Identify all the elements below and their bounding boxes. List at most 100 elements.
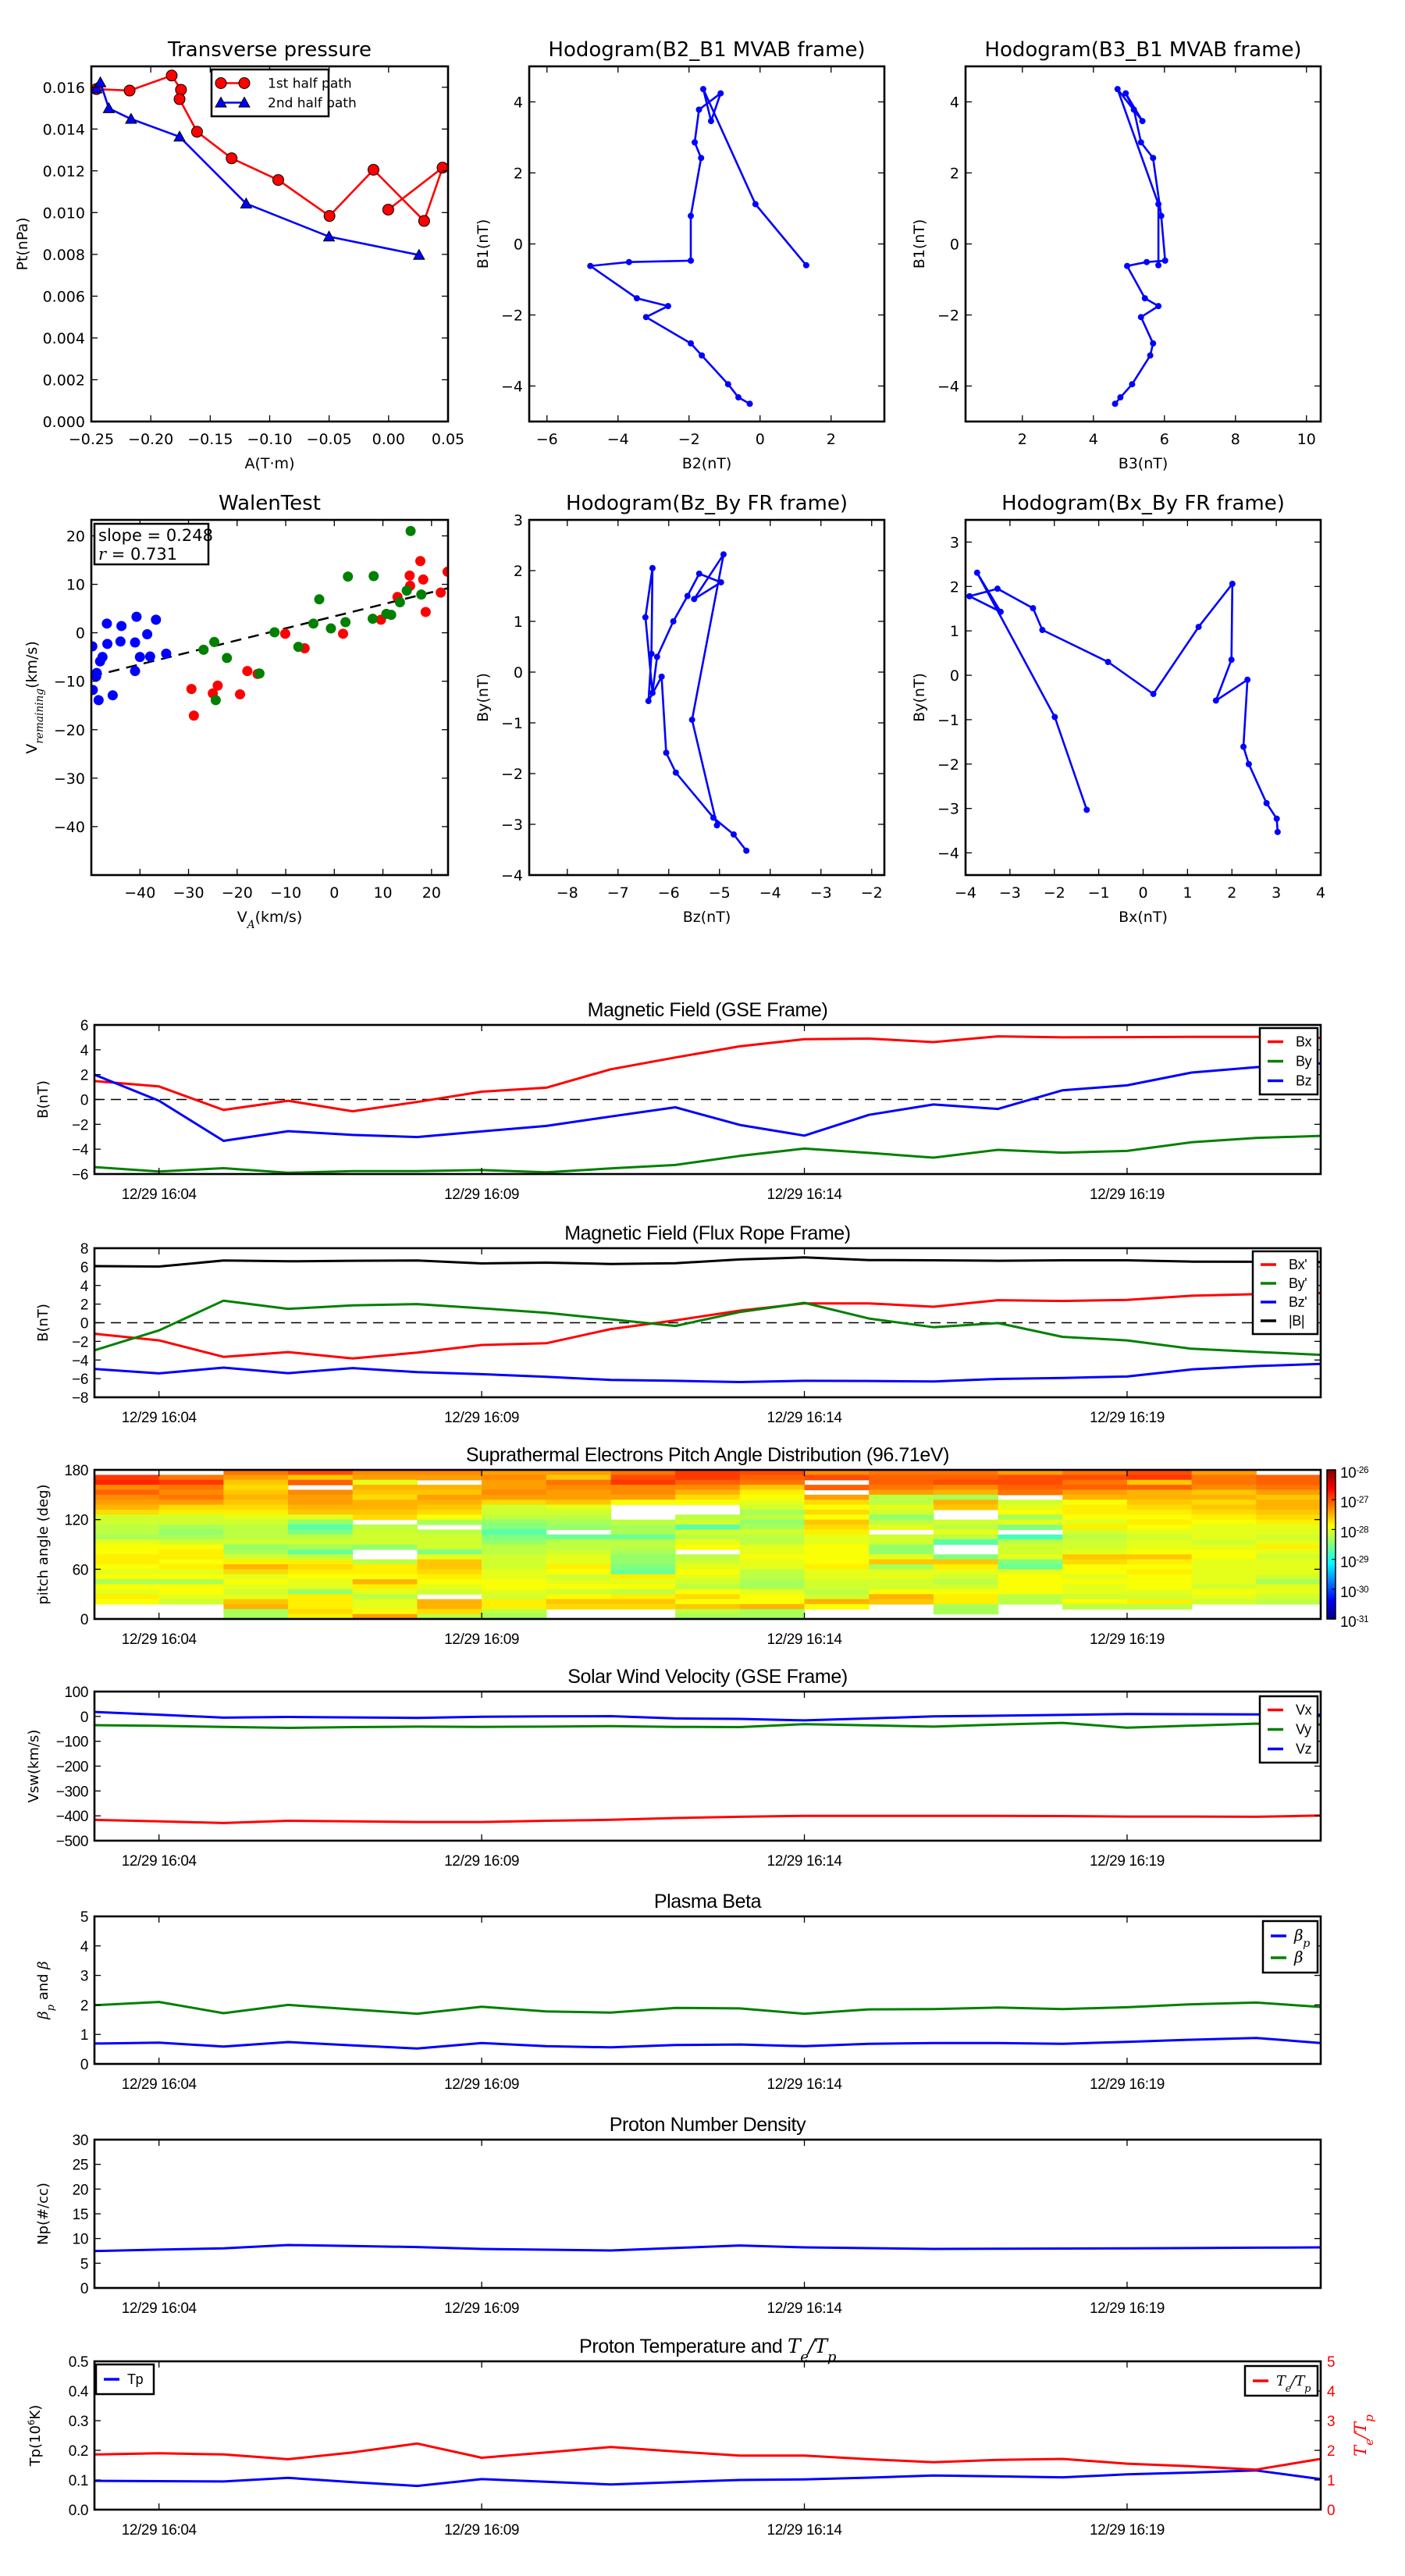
y-tick-label: −2	[72, 1117, 88, 1133]
chart-title-segment: T	[788, 2335, 802, 2357]
heatmap-cell	[546, 1603, 612, 1610]
y-tick-label: 0	[514, 664, 523, 681]
heatmap-cell	[933, 1574, 999, 1580]
heatmap-cell	[223, 1544, 289, 1550]
annotation-line: slope = 0.248	[98, 526, 213, 545]
heatmap-cell	[998, 1534, 1063, 1540]
heatmap-cell	[482, 1589, 547, 1595]
heatmap-cell	[869, 1534, 934, 1540]
x-tick-label: 12/29 16:04	[122, 2300, 197, 2317]
y-tick-label: −2	[501, 766, 523, 783]
heatmap-cell	[417, 1559, 482, 1565]
y-tick-label: 3	[514, 512, 523, 529]
x-tick-label: 12/29 16:04	[122, 1853, 197, 1870]
colorbar-segment	[1327, 1470, 1336, 1472]
heatmap-cell	[869, 1554, 934, 1560]
y-axis-label-segment: (km/s)	[23, 641, 41, 688]
series-line	[94, 1814, 1321, 1824]
heatmap-cell	[869, 1525, 934, 1530]
x-tick-label: −0.05	[307, 431, 352, 448]
y-tick-label: −4	[501, 867, 523, 884]
heatmap-cell	[1256, 1500, 1321, 1506]
heatmap-cell	[869, 1584, 934, 1590]
heatmap-cell	[804, 1603, 870, 1610]
heatmap-cell	[804, 1514, 870, 1521]
x-axis-label: A(T·m)	[245, 455, 295, 472]
dot-marker	[235, 688, 246, 699]
dot-marker	[1117, 394, 1124, 401]
colorbar-segment	[1327, 1503, 1336, 1506]
y-tick-label: 4	[950, 94, 959, 112]
heatmap-cell	[288, 1589, 354, 1595]
dot-marker	[1114, 86, 1121, 93]
x-tick-label: 12/29 16:09	[444, 1410, 519, 1426]
heatmap-cell	[1062, 1539, 1128, 1546]
heatmap-cell	[223, 1539, 289, 1546]
heatmap-cell	[675, 1519, 741, 1525]
x-tick-label: −2	[861, 884, 883, 902]
heatmap-cell	[1126, 1489, 1193, 1496]
colorbar-segment	[1327, 1514, 1336, 1517]
heatmap-cell	[352, 1485, 418, 1491]
heatmap-cell	[288, 1569, 354, 1575]
triangle-marker	[125, 112, 137, 124]
colorbar-segment	[1327, 1611, 1336, 1614]
legend-item: Tp	[104, 2371, 144, 2387]
heatmap-cell	[998, 1485, 1063, 1491]
x-tick-label: −0.10	[247, 431, 292, 448]
heatmap-cell	[804, 1494, 870, 1500]
y-tick-label: 5	[80, 2256, 88, 2272]
colorbar-segment	[1327, 1560, 1336, 1564]
colorbar-segment	[1327, 1482, 1336, 1485]
y-axis-label-segment: p	[45, 2005, 57, 2011]
series-1	[94, 1299, 1321, 1357]
heatmap-cell	[288, 1504, 354, 1510]
colorbar-segment	[1327, 1563, 1336, 1566]
legend-item: Bx	[1268, 1034, 1312, 1050]
y-axis-label-segment: 6	[26, 2420, 37, 2425]
colorbar-segment	[1327, 1501, 1336, 1504]
heatmap-cell	[998, 1569, 1063, 1575]
heatmap-cell	[998, 1574, 1063, 1580]
heatmap-cell	[417, 1544, 482, 1550]
legend-item: By'	[1261, 1276, 1307, 1291]
heatmap-cell	[546, 1559, 612, 1565]
colorbar-segment	[1327, 1578, 1336, 1581]
colorbar-segment	[1327, 1510, 1336, 1514]
y-tick-label: 0.0	[69, 2503, 88, 2519]
dot-marker	[269, 627, 280, 638]
heatmap-cell	[804, 1554, 870, 1560]
heatmap-cell	[546, 1514, 612, 1521]
legend-label: 1st half path	[268, 76, 352, 92]
colorbar-tick-label: 10-27	[1340, 1495, 1368, 1512]
heatmap-column	[804, 1470, 870, 1610]
heatmap-cell	[1062, 1485, 1128, 1491]
chart-electron-pitch-angle-distribution: 12/29 16:04 12/29 16:09 12/29 16:14 12/29 1…	[35, 1444, 1369, 1648]
dot-marker	[653, 653, 660, 660]
heatmap-cell	[1191, 1534, 1257, 1540]
circle-marker	[165, 69, 178, 82]
heatmap-cell	[158, 1489, 224, 1496]
dot-marker	[645, 698, 652, 705]
x-tick-label: −1	[1088, 884, 1110, 902]
heatmap-cell	[1126, 1504, 1193, 1510]
heatmap-cell	[546, 1489, 612, 1496]
heatmap-cell	[223, 1614, 289, 1619]
colorbar-segment	[1327, 1509, 1336, 1512]
heatmap-cell	[94, 1509, 160, 1515]
y-axis-label: Vremaining(km/s)	[23, 641, 46, 754]
heatmap-cell	[1256, 1574, 1321, 1580]
y-tick-label: 0	[950, 237, 959, 254]
heatmap-cell	[675, 1569, 741, 1575]
heatmap-cell	[610, 1569, 676, 1575]
heatmap-cell	[352, 1559, 418, 1565]
heatmap-cell	[675, 1589, 741, 1595]
heatmap-column	[352, 1470, 418, 1619]
y-tick-label: 0.006	[43, 288, 85, 305]
heatmap-cell	[933, 1584, 999, 1590]
heatmap-cell	[1062, 1579, 1128, 1585]
heatmap-cell	[998, 1504, 1063, 1510]
axes-frame	[93, 1468, 1322, 1621]
heatmap-cell	[417, 1599, 482, 1605]
dot-marker	[1150, 340, 1157, 347]
